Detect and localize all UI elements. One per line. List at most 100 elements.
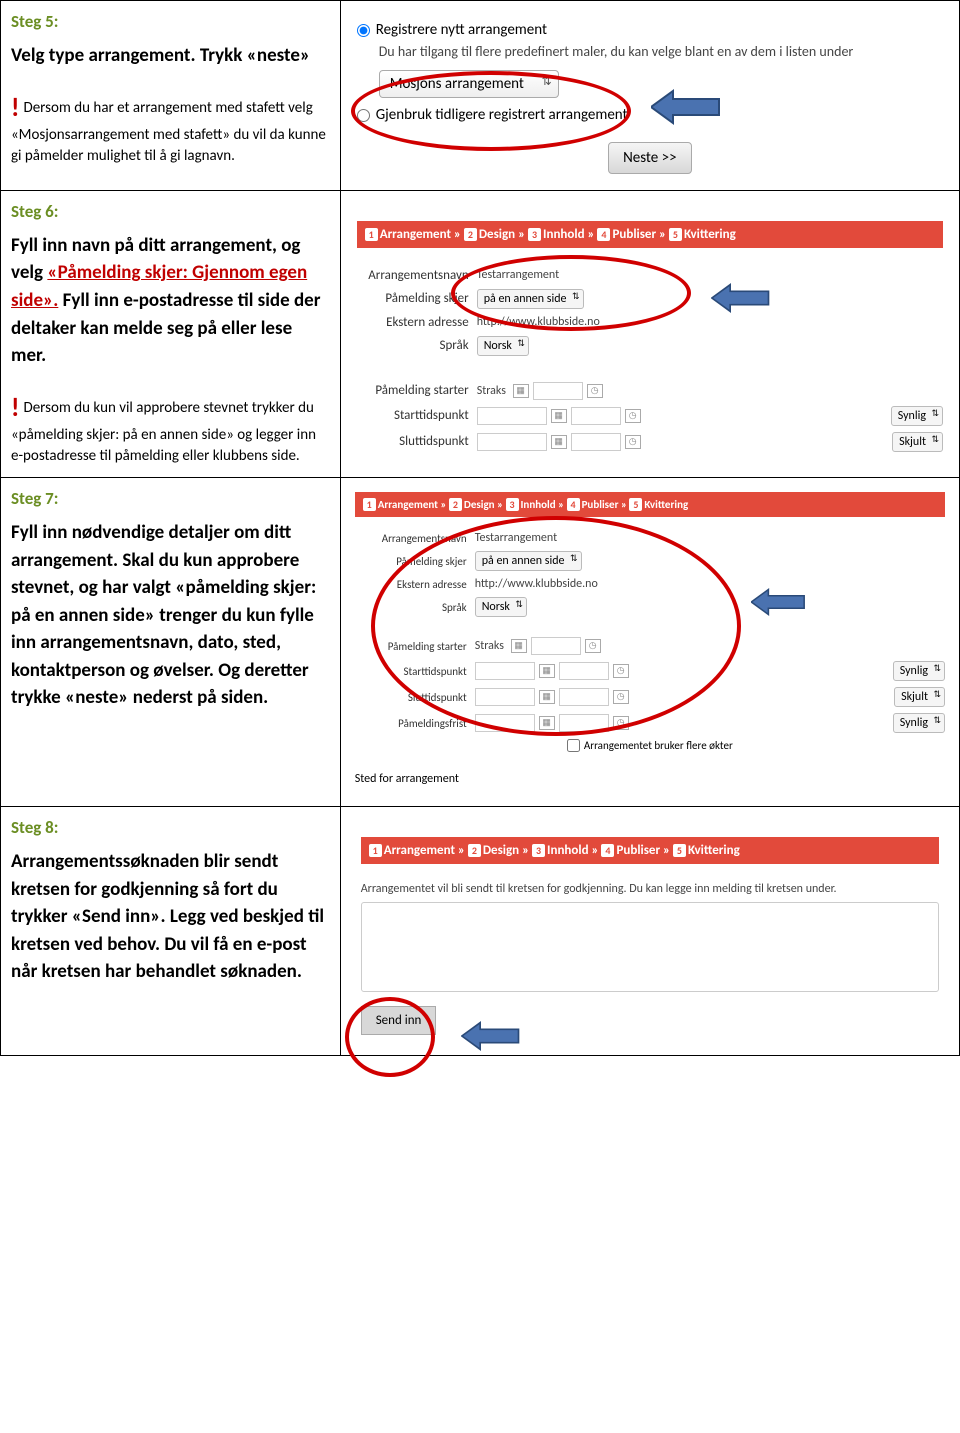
pamelding-select[interactable]: på en annen side ⇅ [475,551,582,571]
next-button[interactable]: Neste >> [608,142,692,174]
template-dropdown[interactable]: Mosjons arrangement ⇅ [379,70,559,98]
visibility-select[interactable]: Synlig⇅ [893,713,945,733]
starter-label: Påmelding starter [355,640,475,653]
visibility-select[interactable]: Synlig ⇅ [893,661,945,681]
calendar-icon[interactable]: ▦ [551,435,567,449]
starter-value: Straks [475,639,504,653]
chevron-updown-icon: ⇅ [572,291,580,302]
crumb-4: Publiser [582,498,619,511]
crumb-2: Design [479,227,515,242]
breadcrumb: 1Arrangement » 2Design » 3Innhold » 4Pub… [357,221,943,248]
clock-icon[interactable]: ◷ [613,664,629,678]
step5-heading: Velg type arrangement. Trykk «neste» [11,42,330,70]
crumb-3: Innhold [547,843,589,858]
time-field[interactable] [533,382,583,400]
starttid-label: Starttidspunkt [355,665,475,678]
synlig-value: Synlig [900,664,928,678]
time-field[interactable] [571,407,621,425]
chevron-updown-icon: ⇅ [931,434,939,445]
clock-icon[interactable]: ◷ [587,384,603,398]
send-message: Arrangementet vil bli sendt til kretsen … [361,882,939,896]
crumb-5: Kvittering [688,843,740,858]
ekstern-value[interactable]: http://www.klubbside.no [475,577,945,591]
date-field[interactable] [477,433,547,451]
starttid-label: Starttidspunkt [357,408,477,423]
pamelding-label: Påmelding skjer [355,555,475,568]
warning-icon: ! [11,91,19,123]
chevron-updown-icon: ⇅ [933,663,941,674]
visibility-select[interactable]: Skjult ⇅ [892,432,943,452]
calendar-icon[interactable]: ▦ [539,690,555,704]
calendar-icon[interactable]: ▦ [513,384,529,398]
step5-note: !Dersom du har et arrangement med stafet… [11,89,330,167]
radio-register-new-input[interactable] [357,24,370,37]
step8-label: Steg 8: [11,817,330,838]
chevron-updown-icon: ⇅ [931,408,939,419]
calendar-icon[interactable]: ▦ [551,409,567,423]
clock-icon[interactable]: ◷ [625,409,641,423]
radio-reuse-input[interactable] [357,109,370,122]
arrow-icon [461,1021,521,1051]
sprak-select[interactable]: Norsk⇅ [477,336,529,356]
sprak-label: Språk [355,601,475,614]
message-textarea[interactable] [361,902,939,992]
step5-label: Steg 5: [11,11,330,32]
instruction-table: Steg 5: Velg type arrangement. Trykk «ne… [0,0,960,1056]
radio-register-new-sub: Du har tilgang til flere predefinert mal… [379,43,943,62]
pamelding-select[interactable]: på en annen side ⇅ [477,289,584,309]
arrow-icon [651,89,721,125]
multi-session-checkbox[interactable] [567,739,580,752]
time-field[interactable] [559,714,609,732]
pamelding-value: på en annen side [482,554,565,568]
chevron-updown-icon: ⇅ [517,338,525,349]
crumb-2: Design [483,843,519,858]
clock-icon[interactable]: ◷ [613,716,629,730]
send-button[interactable]: Send inn [361,1006,437,1035]
date-field[interactable] [475,688,535,706]
warning-icon: ! [11,391,19,423]
clock-icon[interactable]: ◷ [625,435,641,449]
skjult-value: Skjult [899,435,926,449]
pamelding-value: på en annen side [484,292,567,306]
time-field[interactable] [571,433,621,451]
step6-body: Fyll inn navn på ditt arrangement, og ve… [11,232,330,370]
crumb-2: Design [464,498,495,511]
skjult-value: Skjult [901,690,928,704]
chevron-updown-icon: ⇅ [570,553,578,564]
arrnavn-value[interactable]: Testarrangement [475,531,945,545]
sprak-select[interactable]: Norsk⇅ [475,597,527,617]
step8-body: Arrangementssøknaden blir sendt kretsen … [11,848,330,986]
chevron-updown-icon: ⇅ [515,599,523,610]
sprak-label: Språk [357,338,477,353]
time-field[interactable] [531,637,581,655]
slutttid-label: Sluttidspunkt [357,434,477,449]
clock-icon[interactable]: ◷ [585,639,601,653]
clock-icon[interactable]: ◷ [613,690,629,704]
visibility-select[interactable]: Synlig⇅ [891,406,943,426]
ekstern-value[interactable]: http://www.klubbside.no [477,315,943,329]
chevron-updown-icon: ⇅ [542,74,552,89]
radio-register-new[interactable]: Registrere nytt arrangement [357,21,943,39]
chevron-updown-icon: ⇅ [933,715,941,726]
time-field[interactable] [559,688,609,706]
step7-body: Fyll inn nødvendige detaljer om ditt arr… [11,519,330,712]
date-field[interactable] [475,714,535,732]
ekstern-label: Ekstern adresse [357,315,477,330]
step6-note: !Dersom du kun vil approbere stevnet try… [11,389,330,467]
chevron-updown-icon: ⇅ [933,689,941,700]
visibility-select[interactable]: Skjult ⇅ [894,687,945,707]
time-field[interactable] [559,662,609,680]
calendar-icon[interactable]: ▦ [539,716,555,730]
crumb-4: Publiser [612,227,656,242]
step6-note-text: Dersom du kun vil approbere stevnet tryk… [11,399,316,465]
arrnavn-value[interactable]: Testarrangement [477,268,943,282]
arrnavn-label: Arrangementsnavn [357,268,477,283]
crumb-1: Arrangement [384,843,455,858]
breadcrumb: 1Arrangement » 2Design » 3Innhold » 4Pub… [361,837,939,864]
date-field[interactable] [477,407,547,425]
calendar-icon[interactable]: ▦ [511,639,527,653]
crumb-3: Innhold [521,498,556,511]
calendar-icon[interactable]: ▦ [539,664,555,678]
date-field[interactable] [475,662,535,680]
arrow-icon [751,588,806,616]
